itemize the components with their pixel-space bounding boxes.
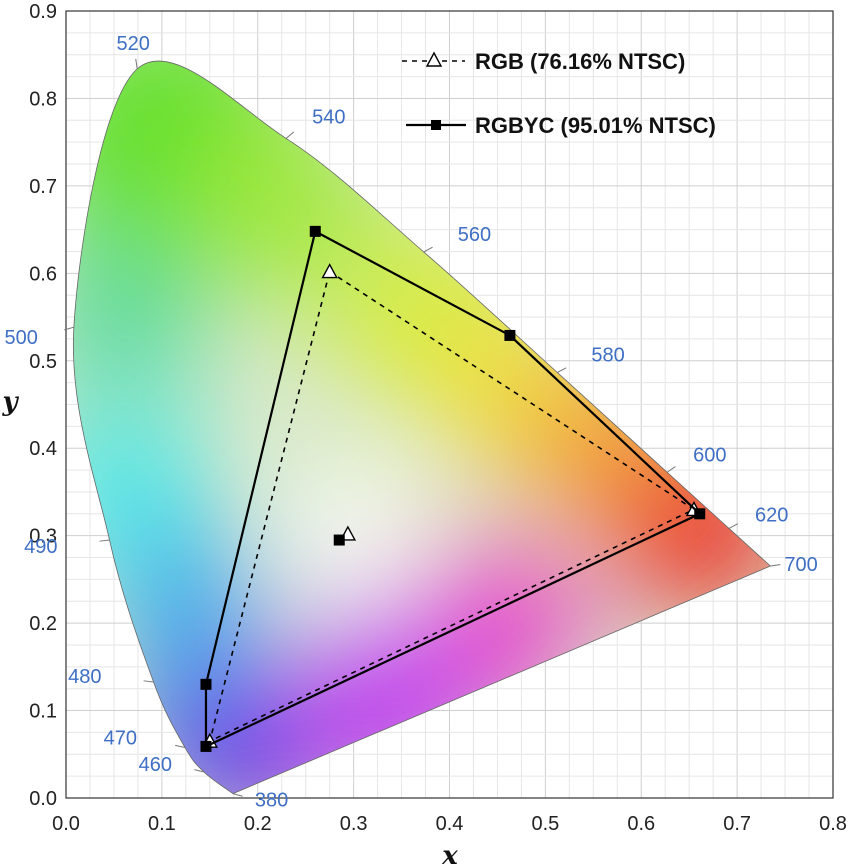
gamut-series — [200, 225, 706, 752]
y-axis-ticks: 0.0 0.1 0.2 0.3 0.4 0.5 0.6 0.7 0.8 0.9 — [29, 1, 57, 810]
wavelength-tick — [135, 58, 138, 69]
y-tick-label: 0.0 — [29, 788, 57, 810]
series-rgbyc — [200, 225, 706, 752]
y-tick-label: 0.7 — [29, 176, 57, 198]
x-axis-ticks: 0.0 0.1 0.2 0.3 0.4 0.5 0.6 0.7 0.8 — [52, 813, 847, 835]
y-tick-label: 0.1 — [29, 701, 57, 723]
y-tick-label: 0.4 — [29, 438, 57, 460]
x-tick-label: 0.3 — [340, 813, 368, 835]
wavelength-tick — [232, 793, 243, 797]
wavelength-tick — [770, 564, 781, 567]
x-tick-label: 0.8 — [819, 813, 847, 835]
x-tick-label: 0.2 — [244, 813, 272, 835]
primary-marker — [504, 329, 516, 341]
y-tick-label: 0.2 — [29, 613, 57, 635]
x-tick-label: 0.0 — [52, 813, 80, 835]
wavelength-label: 490 — [24, 536, 57, 558]
wavelength-tick — [194, 769, 205, 773]
wavelength-tick — [423, 246, 433, 253]
legend: RGB (76.16% NTSC) RGBYC (95.01% NTSC) — [402, 49, 716, 138]
x-tick-label: 0.5 — [531, 813, 559, 835]
legend-entry-rgb: RGB (76.16% NTSC) — [402, 49, 685, 74]
locus-color-blob — [286, 468, 421, 603]
wavelength-tick — [666, 466, 676, 473]
x-axis-title: x — [441, 841, 458, 868]
wavelength-label: 460 — [139, 754, 172, 776]
legend-entry-rgbyc: RGBYC (95.01% NTSC) — [406, 113, 716, 138]
locus-color-blob — [113, 528, 268, 683]
wavelength-label: 520 — [117, 33, 150, 55]
y-tick-label: 0.6 — [29, 263, 57, 285]
wavelength-tick — [285, 131, 295, 139]
wavelength-label: 600 — [693, 444, 726, 466]
wavelength-label: 580 — [591, 344, 624, 366]
wavelength-tick — [64, 326, 74, 331]
primary-marker — [694, 508, 706, 520]
x-tick-label: 0.1 — [148, 813, 176, 835]
x-tick-label: 0.4 — [436, 813, 464, 835]
spectral-locus-outline — [72, 60, 772, 795]
gamut-polygon — [208, 270, 696, 743]
wavelength-label: 620 — [755, 504, 788, 526]
y-tick-label: 0.3 — [29, 526, 57, 548]
y-axis-title: y — [1, 387, 19, 417]
wavelength-tick — [175, 744, 186, 748]
wavelength-label: 380 — [255, 790, 288, 812]
wavelength-label: 500 — [4, 327, 37, 349]
y-tick-label: 0.5 — [29, 351, 57, 373]
white-point-marker — [333, 534, 345, 546]
wavelength-label: 480 — [68, 666, 101, 688]
primary-marker — [321, 263, 338, 279]
wavelength-label: 700 — [784, 554, 817, 576]
wavelength-label: 560 — [458, 224, 491, 246]
legend-label-rgbyc: RGBYC (95.01% NTSC) — [475, 113, 716, 138]
primary-marker — [309, 225, 321, 237]
legend-label-rgb: RGB (76.16% NTSC) — [475, 49, 685, 74]
wavelength-label: 470 — [104, 727, 137, 749]
wavelength-tick — [557, 367, 567, 373]
wavelength-tick — [143, 680, 154, 683]
y-tick-label: 0.9 — [29, 1, 57, 23]
x-tick-label: 0.7 — [723, 813, 751, 835]
y-tick-label: 0.8 — [29, 88, 57, 110]
locus-color-blob — [73, 240, 201, 394]
plot-frame — [65, 10, 834, 799]
x-tick-label: 0.6 — [627, 813, 655, 835]
primary-marker — [200, 678, 212, 690]
legend-marker-rgbyc — [431, 120, 441, 130]
wavelength-tick — [99, 539, 110, 542]
locus-color-blob — [200, 714, 316, 794]
primary-marker — [200, 740, 212, 752]
legend-marker-rgb — [425, 51, 443, 67]
wavelength-tick — [728, 523, 739, 529]
wavelength-label: 540 — [312, 106, 345, 128]
gamut-polygon — [204, 229, 702, 749]
